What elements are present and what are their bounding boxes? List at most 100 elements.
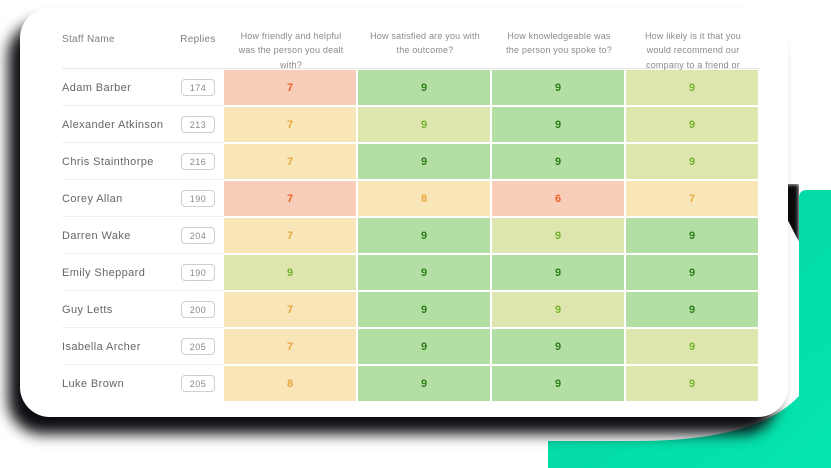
table-row: Chris Stainthorpe 216 7 9 9 9 (20, 143, 788, 180)
score-cell[interactable]: 8 (224, 365, 358, 402)
score-value: 9 (492, 255, 624, 290)
replies-badge[interactable]: 204 (180, 227, 216, 244)
score-value: 6 (492, 181, 624, 216)
score-cell[interactable]: 7 (626, 180, 760, 217)
score-cell[interactable]: 6 (492, 180, 626, 217)
staff-name-label: Alexander Atkinson (62, 118, 164, 131)
staff-name-label: Corey Allan (62, 192, 123, 205)
replies-badge[interactable]: 190 (180, 264, 216, 281)
replies-badge[interactable]: 205 (180, 375, 216, 392)
replies-badge[interactable]: 200 (180, 301, 216, 318)
score-cell[interactable]: 9 (626, 291, 760, 328)
score-value: 7 (224, 144, 356, 179)
table-row: Adam Barber 174 7 9 9 9 (20, 69, 788, 106)
score-cell[interactable]: 7 (224, 106, 358, 143)
score-cell[interactable]: 9 (358, 254, 492, 291)
score-value: 9 (626, 107, 758, 142)
score-cell[interactable]: 9 (358, 69, 492, 106)
score-value: 7 (224, 107, 356, 142)
score-value: 9 (626, 144, 758, 179)
score-cell[interactable]: 9 (492, 106, 626, 143)
score-value: 9 (626, 366, 758, 401)
score-value: 9 (626, 255, 758, 290)
score-cell[interactable]: 9 (626, 254, 760, 291)
score-cell[interactable]: 9 (358, 143, 492, 180)
score-cell[interactable]: 9 (492, 217, 626, 254)
replies-badge[interactable]: 205 (180, 338, 216, 355)
score-value: 9 (358, 292, 490, 327)
table-row: Guy Letts 200 7 9 9 9 (20, 291, 788, 328)
score-value: 9 (358, 144, 490, 179)
score-value: 9 (626, 218, 758, 253)
replies-cell: 190 (172, 180, 224, 217)
score-cell[interactable]: 9 (492, 143, 626, 180)
score-value: 9 (626, 292, 758, 327)
score-value: 9 (358, 329, 490, 364)
score-cell[interactable]: 9 (492, 69, 626, 106)
score-cell[interactable]: 9 (358, 328, 492, 365)
score-cell[interactable]: 7 (224, 143, 358, 180)
replies-badge[interactable]: 190 (180, 190, 216, 207)
replies-cell: 190 (172, 254, 224, 291)
score-cell[interactable]: 9 (358, 291, 492, 328)
replies-cell: 205 (172, 328, 224, 365)
column-header-satisfied: How satisfied are you with the outcome? (370, 31, 480, 56)
score-cell[interactable]: 9 (358, 106, 492, 143)
score-cell[interactable]: 9 (626, 69, 760, 106)
staff-name-label: Luke Brown (62, 377, 125, 390)
score-value: 7 (626, 181, 758, 216)
replies-cell: 174 (172, 69, 224, 106)
replies-cell: 200 (172, 291, 224, 328)
column-header-staff-name: Staff Name (62, 34, 115, 45)
score-cell[interactable]: 7 (224, 180, 358, 217)
score-value: 7 (224, 292, 356, 327)
survey-results-card: Staff Name Replies How friendly and help… (20, 8, 788, 417)
staff-name-label: Adam Barber (62, 81, 132, 94)
score-cell[interactable]: 9 (492, 365, 626, 402)
table-row: Luke Brown 205 8 9 9 9 (20, 365, 788, 402)
score-cell[interactable]: 9 (626, 365, 760, 402)
column-header-knowledgeable: How knowledgeable was the person you spo… (506, 31, 612, 56)
replies-cell: 204 (172, 217, 224, 254)
replies-badge[interactable]: 216 (180, 153, 216, 170)
score-cell[interactable]: 7 (224, 328, 358, 365)
score-cell[interactable]: 9 (492, 291, 626, 328)
score-cell[interactable]: 9 (626, 106, 760, 143)
score-value: 7 (224, 70, 356, 105)
score-cell[interactable]: 9 (626, 217, 760, 254)
score-value: 9 (492, 218, 624, 253)
score-cell[interactable]: 7 (224, 69, 358, 106)
table-row: Emily Sheppard 190 9 9 9 9 (20, 254, 788, 291)
score-value: 9 (358, 218, 490, 253)
score-value: 9 (224, 255, 356, 290)
staff-name-label: Chris Stainthorpe (62, 155, 154, 168)
score-cell[interactable]: 7 (224, 217, 358, 254)
score-cell[interactable]: 9 (358, 365, 492, 402)
table-row: Isabella Archer 205 7 9 9 9 (20, 328, 788, 365)
score-value: 9 (492, 107, 624, 142)
score-cell[interactable]: 9 (626, 143, 760, 180)
score-cell[interactable]: 7 (224, 291, 358, 328)
score-cell[interactable]: 8 (358, 180, 492, 217)
replies-badge[interactable]: 174 (180, 79, 216, 96)
score-value: 9 (358, 366, 490, 401)
score-cell[interactable]: 9 (492, 254, 626, 291)
score-value: 9 (492, 366, 624, 401)
table-body: Adam Barber 174 7 9 9 9 Alexander Atkinson 213 7… (20, 69, 788, 402)
score-cell[interactable]: 9 (224, 254, 358, 291)
score-cell[interactable]: 9 (492, 328, 626, 365)
score-value: 9 (492, 292, 624, 327)
score-cell[interactable]: 9 (358, 217, 492, 254)
score-value: 7 (224, 181, 356, 216)
staff-name-label: Isabella Archer (62, 340, 141, 353)
score-value: 9 (492, 329, 624, 364)
score-value: 9 (492, 144, 624, 179)
table-header-row: Staff Name Replies How friendly and help… (20, 16, 788, 84)
score-value: 7 (224, 329, 356, 364)
score-value: 9 (358, 70, 490, 105)
score-cell[interactable]: 9 (626, 328, 760, 365)
score-value: 7 (224, 218, 356, 253)
score-value: 9 (626, 70, 758, 105)
replies-badge[interactable]: 213 (180, 116, 216, 133)
